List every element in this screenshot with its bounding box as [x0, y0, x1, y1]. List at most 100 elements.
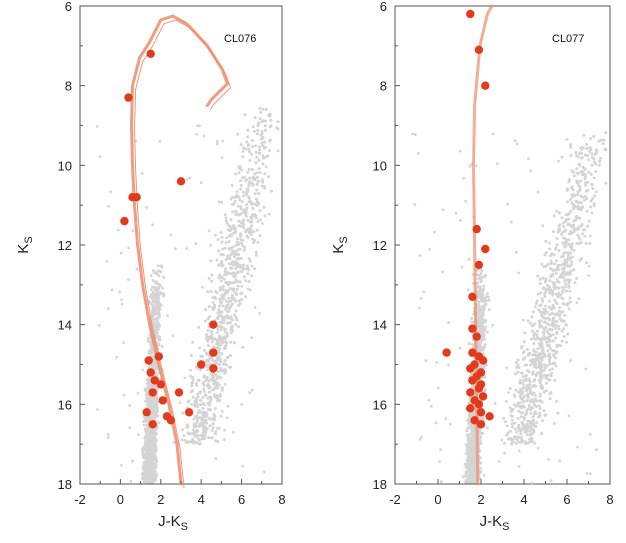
field-star-point: [233, 228, 237, 232]
field-star-point: [153, 396, 157, 400]
field-star-point: [576, 226, 580, 229]
y-tick-label: 10: [58, 158, 72, 173]
field-star-point: [521, 439, 525, 443]
field-star-point: [222, 253, 225, 257]
field-star-point: [234, 209, 238, 213]
field-star-point: [581, 165, 585, 169]
field-star-point: [249, 152, 253, 156]
field-star-point: [95, 125, 99, 128]
field-star-point: [185, 178, 189, 181]
field-star-point: [527, 352, 531, 356]
field-star-point: [539, 344, 543, 348]
field-star-point: [268, 139, 272, 143]
field-star-point: [235, 190, 239, 193]
field-star-point: [237, 195, 241, 199]
cluster-member-point: [154, 352, 163, 361]
field-star-point: [257, 158, 261, 162]
field-star-point: [557, 327, 561, 331]
field-star-point: [207, 276, 211, 280]
field-star-point: [231, 226, 235, 230]
field-star-point: [572, 249, 576, 253]
field-star-point: [540, 387, 544, 391]
field-star-point: [572, 203, 576, 207]
field-star-point: [149, 480, 153, 484]
field-star-point: [225, 221, 229, 225]
field-star-point: [533, 403, 537, 407]
field-star-point: [266, 154, 270, 158]
field-star-point: [239, 270, 243, 274]
field-star-point: [147, 427, 151, 431]
field-star-point: [570, 201, 574, 205]
field-star-point: [254, 216, 258, 220]
field-star-point: [548, 347, 552, 351]
field-star-point: [239, 187, 243, 191]
field-star-point: [244, 179, 248, 183]
field-star-point: [549, 334, 553, 338]
field-star-point: [533, 441, 537, 445]
field-star-point: [572, 268, 576, 272]
field-star-point: [585, 261, 589, 265]
field-star-point: [199, 181, 203, 185]
field-star-point: [206, 344, 210, 348]
field-star-point: [207, 390, 211, 394]
field-star-point: [234, 316, 238, 320]
field-star-point: [566, 264, 570, 267]
field-star-point: [107, 204, 110, 208]
x-tick-label: 0: [117, 492, 124, 507]
field-star-point: [214, 430, 218, 433]
field-star-point: [217, 325, 221, 329]
field-star-point: [235, 292, 238, 296]
field-star-point: [554, 292, 558, 296]
y-tick-label: 12: [58, 238, 72, 253]
field-star-point: [597, 139, 601, 143]
field-star-point: [145, 206, 149, 209]
field-star-point: [589, 136, 593, 140]
field-star-point: [246, 227, 250, 231]
field-star-point: [467, 342, 471, 345]
field-star-point: [260, 141, 264, 145]
field-star-point: [213, 414, 217, 418]
field-star-point: [207, 229, 211, 233]
field-star-point: [545, 287, 549, 291]
field-star-point: [517, 390, 520, 394]
field-star-point: [546, 336, 550, 340]
field-star-point: [258, 152, 262, 155]
field-star-point: [234, 172, 238, 176]
field-star-point: [520, 344, 524, 348]
field-star-point: [566, 200, 570, 204]
field-star-point: [579, 194, 583, 198]
field-star-point: [234, 267, 238, 270]
field-star-point: [541, 299, 545, 303]
field-star-point: [226, 404, 230, 408]
field-star-point: [147, 462, 151, 466]
field-star-point: [236, 204, 240, 208]
field-star-point: [482, 375, 486, 379]
field-star-point: [198, 346, 202, 350]
field-star-point: [153, 435, 157, 439]
field-star-point: [253, 172, 257, 176]
field-star-point: [169, 233, 173, 237]
field-star-point: [150, 429, 154, 433]
field-star-point: [465, 448, 469, 452]
field-star-point: [540, 385, 544, 388]
field-star-point: [210, 429, 214, 432]
field-star-point: [232, 287, 236, 291]
field-star-point: [151, 279, 155, 282]
field-star-point: [211, 306, 215, 310]
field-star-point: [263, 128, 267, 132]
field-star-point: [210, 436, 214, 440]
field-star-point: [580, 156, 584, 160]
field-star-point: [151, 443, 154, 447]
field-star-point: [236, 243, 240, 247]
field-star-point: [224, 299, 228, 303]
field-star-point: [251, 214, 255, 218]
field-star-point: [538, 277, 542, 281]
field-star-point: [211, 296, 215, 300]
field-star-point: [581, 232, 584, 236]
field-star-point: [529, 432, 533, 436]
field-star-point: [207, 436, 211, 440]
field-star-point: [555, 330, 559, 334]
field-star-point: [560, 267, 564, 271]
field-star-point: [585, 209, 589, 213]
field-star-point: [483, 343, 487, 347]
